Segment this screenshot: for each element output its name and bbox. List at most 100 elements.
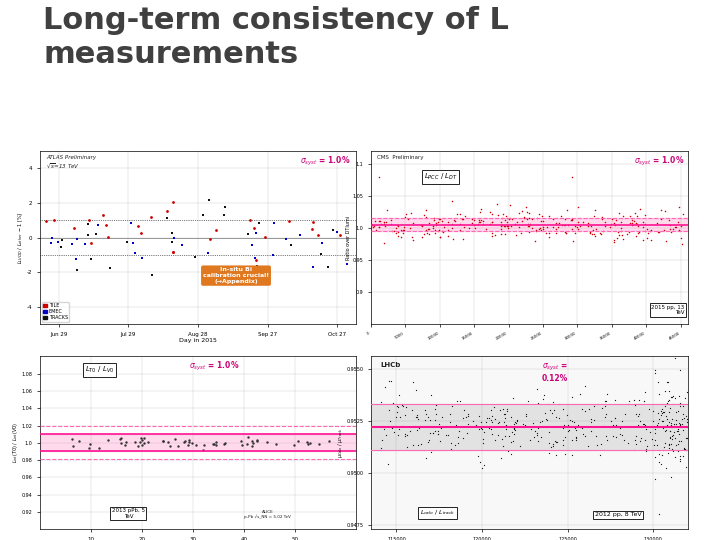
Point	[677, 210, 688, 219]
Point	[586, 230, 598, 238]
Point	[554, 414, 565, 422]
Point	[540, 415, 552, 423]
Point	[659, 387, 670, 396]
Point	[673, 225, 685, 234]
Point	[161, 213, 173, 222]
Point	[552, 438, 563, 447]
Point	[384, 417, 395, 426]
Point	[420, 410, 432, 418]
Point	[665, 434, 676, 443]
Point	[485, 424, 497, 433]
Point	[426, 448, 437, 456]
Point	[487, 411, 498, 420]
Point	[559, 433, 570, 442]
Point	[546, 441, 558, 450]
Point	[508, 437, 519, 445]
Point	[635, 434, 647, 442]
Point	[614, 424, 626, 433]
Point	[83, 216, 94, 225]
Point	[557, 424, 569, 433]
Point	[138, 439, 150, 448]
Point	[40, 217, 52, 225]
Point	[397, 400, 408, 408]
Point	[674, 366, 685, 375]
Point	[115, 434, 127, 442]
Point	[665, 473, 677, 482]
Point	[629, 436, 641, 444]
Point	[430, 219, 441, 228]
Point	[634, 437, 646, 445]
Point	[91, 230, 102, 238]
Point	[675, 221, 686, 230]
Point	[672, 427, 684, 436]
Point	[521, 411, 532, 420]
Point	[672, 447, 684, 455]
Point	[633, 228, 644, 237]
Point	[633, 396, 644, 405]
Point	[559, 228, 571, 237]
Point	[500, 407, 512, 415]
Point	[596, 213, 608, 221]
Point	[577, 429, 588, 438]
Point	[619, 409, 631, 418]
Point	[399, 432, 410, 441]
Point	[442, 430, 454, 439]
Point	[594, 450, 606, 459]
Point	[660, 412, 672, 421]
Point	[674, 430, 685, 439]
Point	[551, 219, 562, 228]
Point	[400, 429, 411, 438]
Point	[474, 217, 485, 226]
Point	[198, 446, 210, 455]
Point	[412, 410, 423, 419]
Point	[630, 432, 642, 441]
Point	[462, 429, 473, 437]
Point	[505, 413, 516, 422]
Point	[544, 406, 556, 414]
Point	[487, 218, 498, 227]
Point	[203, 196, 215, 205]
Point	[647, 416, 658, 425]
Point	[428, 216, 440, 225]
Point	[659, 427, 670, 435]
Point	[630, 232, 642, 240]
Point	[169, 435, 181, 443]
Point	[638, 397, 649, 406]
Point	[429, 427, 441, 435]
Point	[666, 423, 678, 431]
Point	[666, 418, 678, 427]
Point	[632, 229, 644, 238]
Point	[161, 207, 172, 215]
Point	[480, 225, 491, 234]
Point	[167, 247, 179, 256]
Point	[429, 404, 441, 413]
Y-axis label: $\mu_{Calo}\ /\ \mu_{Track}$: $\mu_{Calo}\ /\ \mu_{Track}$	[336, 428, 345, 458]
Point	[649, 435, 661, 444]
Point	[575, 390, 586, 399]
Point	[530, 227, 541, 235]
Point	[418, 211, 430, 220]
Point	[121, 238, 132, 246]
Point	[301, 437, 312, 446]
Point	[621, 230, 632, 238]
Point	[631, 212, 642, 220]
Point	[457, 215, 469, 224]
Point	[536, 226, 547, 234]
Point	[312, 231, 324, 240]
Point	[420, 454, 432, 462]
Point	[413, 424, 425, 433]
Point	[307, 218, 319, 226]
Point	[674, 455, 685, 463]
Point	[184, 435, 195, 444]
Point	[502, 405, 513, 414]
Point	[395, 226, 407, 234]
Point	[522, 215, 534, 224]
Point	[434, 233, 446, 241]
Point	[80, 240, 91, 248]
Point	[542, 400, 554, 408]
Point	[417, 220, 428, 229]
Point	[477, 217, 488, 225]
Point	[495, 217, 507, 226]
Point	[649, 429, 661, 437]
Point	[392, 232, 404, 240]
